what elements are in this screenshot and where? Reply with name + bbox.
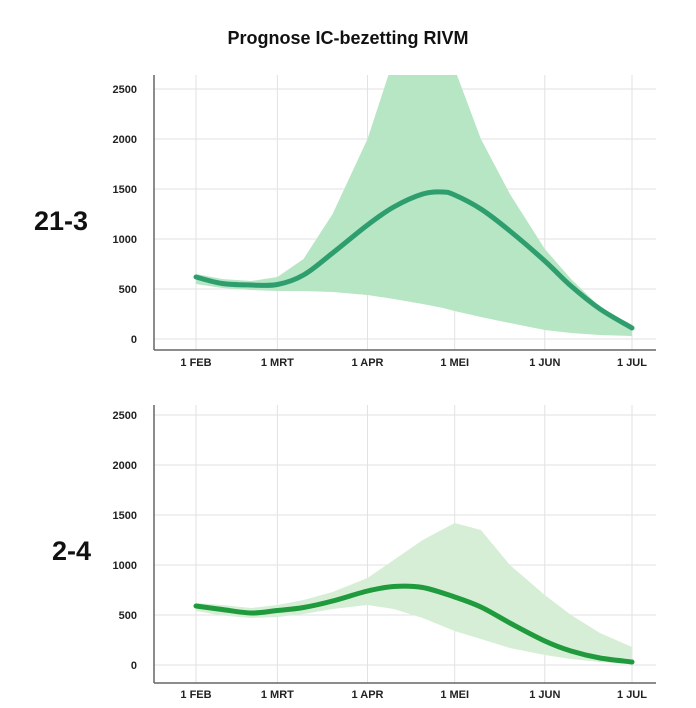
panel-label-top: 21-3 (34, 206, 89, 236)
y-tick-label: 0 (131, 660, 137, 672)
x-tick-label: 1 FEB (180, 689, 211, 701)
y-tick-label: 1500 (113, 184, 137, 196)
panel-label-bottom: 2-4 (52, 536, 92, 566)
x-tick-label: 1 APR (351, 689, 383, 701)
x-tick-label: 1 JUL (617, 689, 647, 701)
x-tick-label: 1 MEI (440, 357, 469, 369)
median-line (193, 189, 635, 331)
y-tick-label: 2000 (113, 460, 137, 472)
y-tick-label: 2000 (113, 134, 137, 146)
x-tick-label: 1 MRT (261, 357, 294, 369)
median-line (193, 583, 635, 665)
y-tick-label: 500 (119, 284, 137, 296)
x-tick-label: 1 MRT (261, 689, 294, 701)
x-tick-label: 1 MEI (440, 689, 469, 701)
x-tick-label: 1 JUL (617, 357, 647, 369)
y-tick-label: 0 (131, 334, 137, 346)
x-tick-label: 1 JUN (529, 357, 560, 369)
y-tick-label: 1500 (113, 510, 137, 522)
x-tick-label: 1 FEB (180, 357, 211, 369)
y-tick-label: 1000 (113, 560, 137, 572)
x-tick-label: 1 JUN (529, 689, 560, 701)
y-tick-label: 500 (119, 610, 137, 622)
y-tick-label: 2500 (113, 410, 137, 422)
y-tick-label: 2500 (113, 84, 137, 96)
confidence-band (196, 75, 632, 336)
x-tick-label: 1 APR (351, 357, 383, 369)
chart-title: Prognose IC-bezetting RIVM (227, 28, 469, 48)
y-tick-label: 1000 (113, 234, 137, 246)
